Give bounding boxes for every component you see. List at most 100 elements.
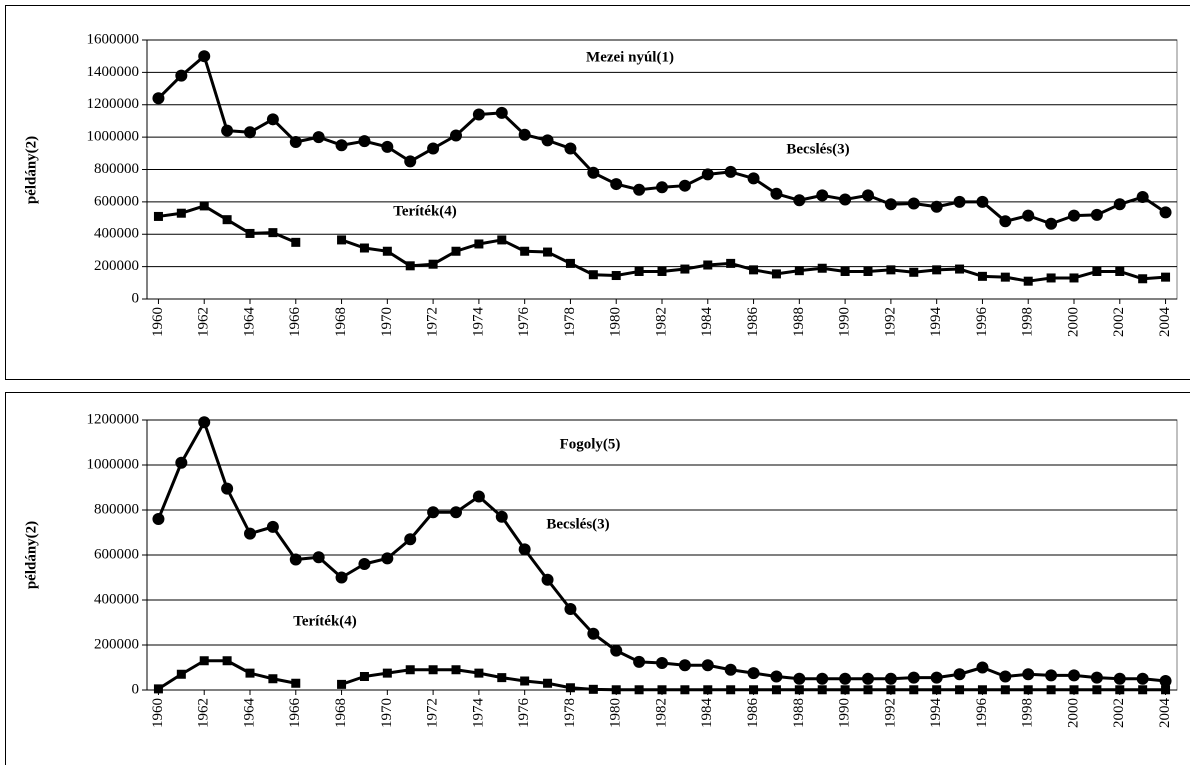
marker <box>520 246 530 256</box>
marker <box>1138 274 1148 284</box>
y-tick-label: 400000 <box>94 226 139 242</box>
marker <box>633 655 646 668</box>
marker <box>495 106 508 119</box>
marker <box>840 685 850 695</box>
chart-frame <box>5 392 1190 765</box>
marker <box>611 271 621 281</box>
series-label: Becslés(3) <box>786 141 849 157</box>
marker <box>587 627 600 640</box>
marker <box>175 456 188 469</box>
marker <box>907 671 920 684</box>
chart-title: Fogoly(5) <box>560 436 621 452</box>
x-tick-label: 1996 <box>974 307 990 338</box>
marker <box>794 685 804 695</box>
marker <box>1161 685 1171 695</box>
marker <box>817 685 827 695</box>
marker <box>953 195 966 208</box>
x-tick-label: 1970 <box>379 698 395 728</box>
x-tick-label: 2000 <box>1065 307 1081 337</box>
marker <box>337 235 347 245</box>
marker <box>268 228 278 238</box>
marker <box>793 194 806 207</box>
marker <box>976 195 989 208</box>
marker <box>657 685 667 695</box>
marker <box>543 247 553 257</box>
marker <box>451 246 461 256</box>
y-axis-label: példány(2) <box>23 136 39 204</box>
marker <box>497 235 507 245</box>
marker <box>359 243 369 253</box>
marker <box>1138 685 1148 695</box>
marker <box>520 676 530 686</box>
marker <box>863 266 873 276</box>
marker <box>222 215 232 225</box>
marker <box>587 166 600 179</box>
marker <box>976 661 989 674</box>
marker <box>291 678 301 688</box>
marker <box>771 269 781 279</box>
marker <box>884 672 897 685</box>
marker <box>1069 273 1079 283</box>
marker <box>701 659 714 672</box>
marker <box>176 208 186 218</box>
marker <box>634 266 644 276</box>
marker <box>565 258 575 268</box>
marker <box>680 685 690 695</box>
marker <box>518 543 531 556</box>
marker <box>1000 685 1010 695</box>
x-tick-label: 1972 <box>425 698 441 728</box>
x-tick-label: 1996 <box>974 698 990 729</box>
y-tick-label: 1000000 <box>87 456 140 472</box>
marker <box>474 239 484 249</box>
x-tick-label: 2000 <box>1065 698 1081 728</box>
marker <box>382 246 392 256</box>
marker <box>266 113 279 126</box>
y-tick-label: 400000 <box>94 591 139 607</box>
x-tick-label: 2002 <box>1111 307 1127 337</box>
marker <box>1159 675 1172 687</box>
marker <box>749 685 759 695</box>
marker <box>221 482 234 495</box>
marker <box>1113 198 1126 211</box>
marker <box>495 510 508 523</box>
marker <box>816 189 829 202</box>
marker <box>427 142 440 155</box>
marker <box>656 657 668 669</box>
x-tick-label: 1968 <box>333 698 349 728</box>
x-tick-label: 1982 <box>653 307 669 337</box>
x-tick-label: 1986 <box>745 698 761 729</box>
x-tick-label: 1964 <box>241 307 257 338</box>
y-tick-label: 0 <box>132 681 140 697</box>
marker <box>726 685 736 695</box>
x-tick-label: 1990 <box>837 307 853 337</box>
marker <box>770 187 783 200</box>
marker <box>611 685 621 695</box>
x-tick-label: 1988 <box>791 307 807 337</box>
marker <box>1046 685 1056 695</box>
y-tick-label: 1000000 <box>87 129 140 145</box>
marker <box>176 669 186 679</box>
marker <box>724 663 737 676</box>
marker <box>1161 272 1171 282</box>
marker <box>770 670 783 683</box>
marker <box>1113 672 1126 685</box>
marker <box>153 211 163 221</box>
x-tick-label: 1960 <box>150 698 166 728</box>
x-tick-label: 1998 <box>1020 698 1036 728</box>
marker <box>1136 191 1149 204</box>
series-label: Teríték(4) <box>293 613 357 629</box>
marker <box>1046 273 1056 283</box>
marker <box>543 678 553 688</box>
marker <box>541 573 554 586</box>
x-tick-label: 1994 <box>928 698 944 729</box>
marker <box>999 670 1012 683</box>
marker <box>312 551 325 564</box>
y-tick-label: 600000 <box>94 193 139 209</box>
marker <box>793 672 806 685</box>
marker <box>472 108 485 121</box>
marker <box>932 265 942 275</box>
marker <box>1000 272 1010 282</box>
marker <box>747 172 760 185</box>
marker <box>451 665 461 675</box>
